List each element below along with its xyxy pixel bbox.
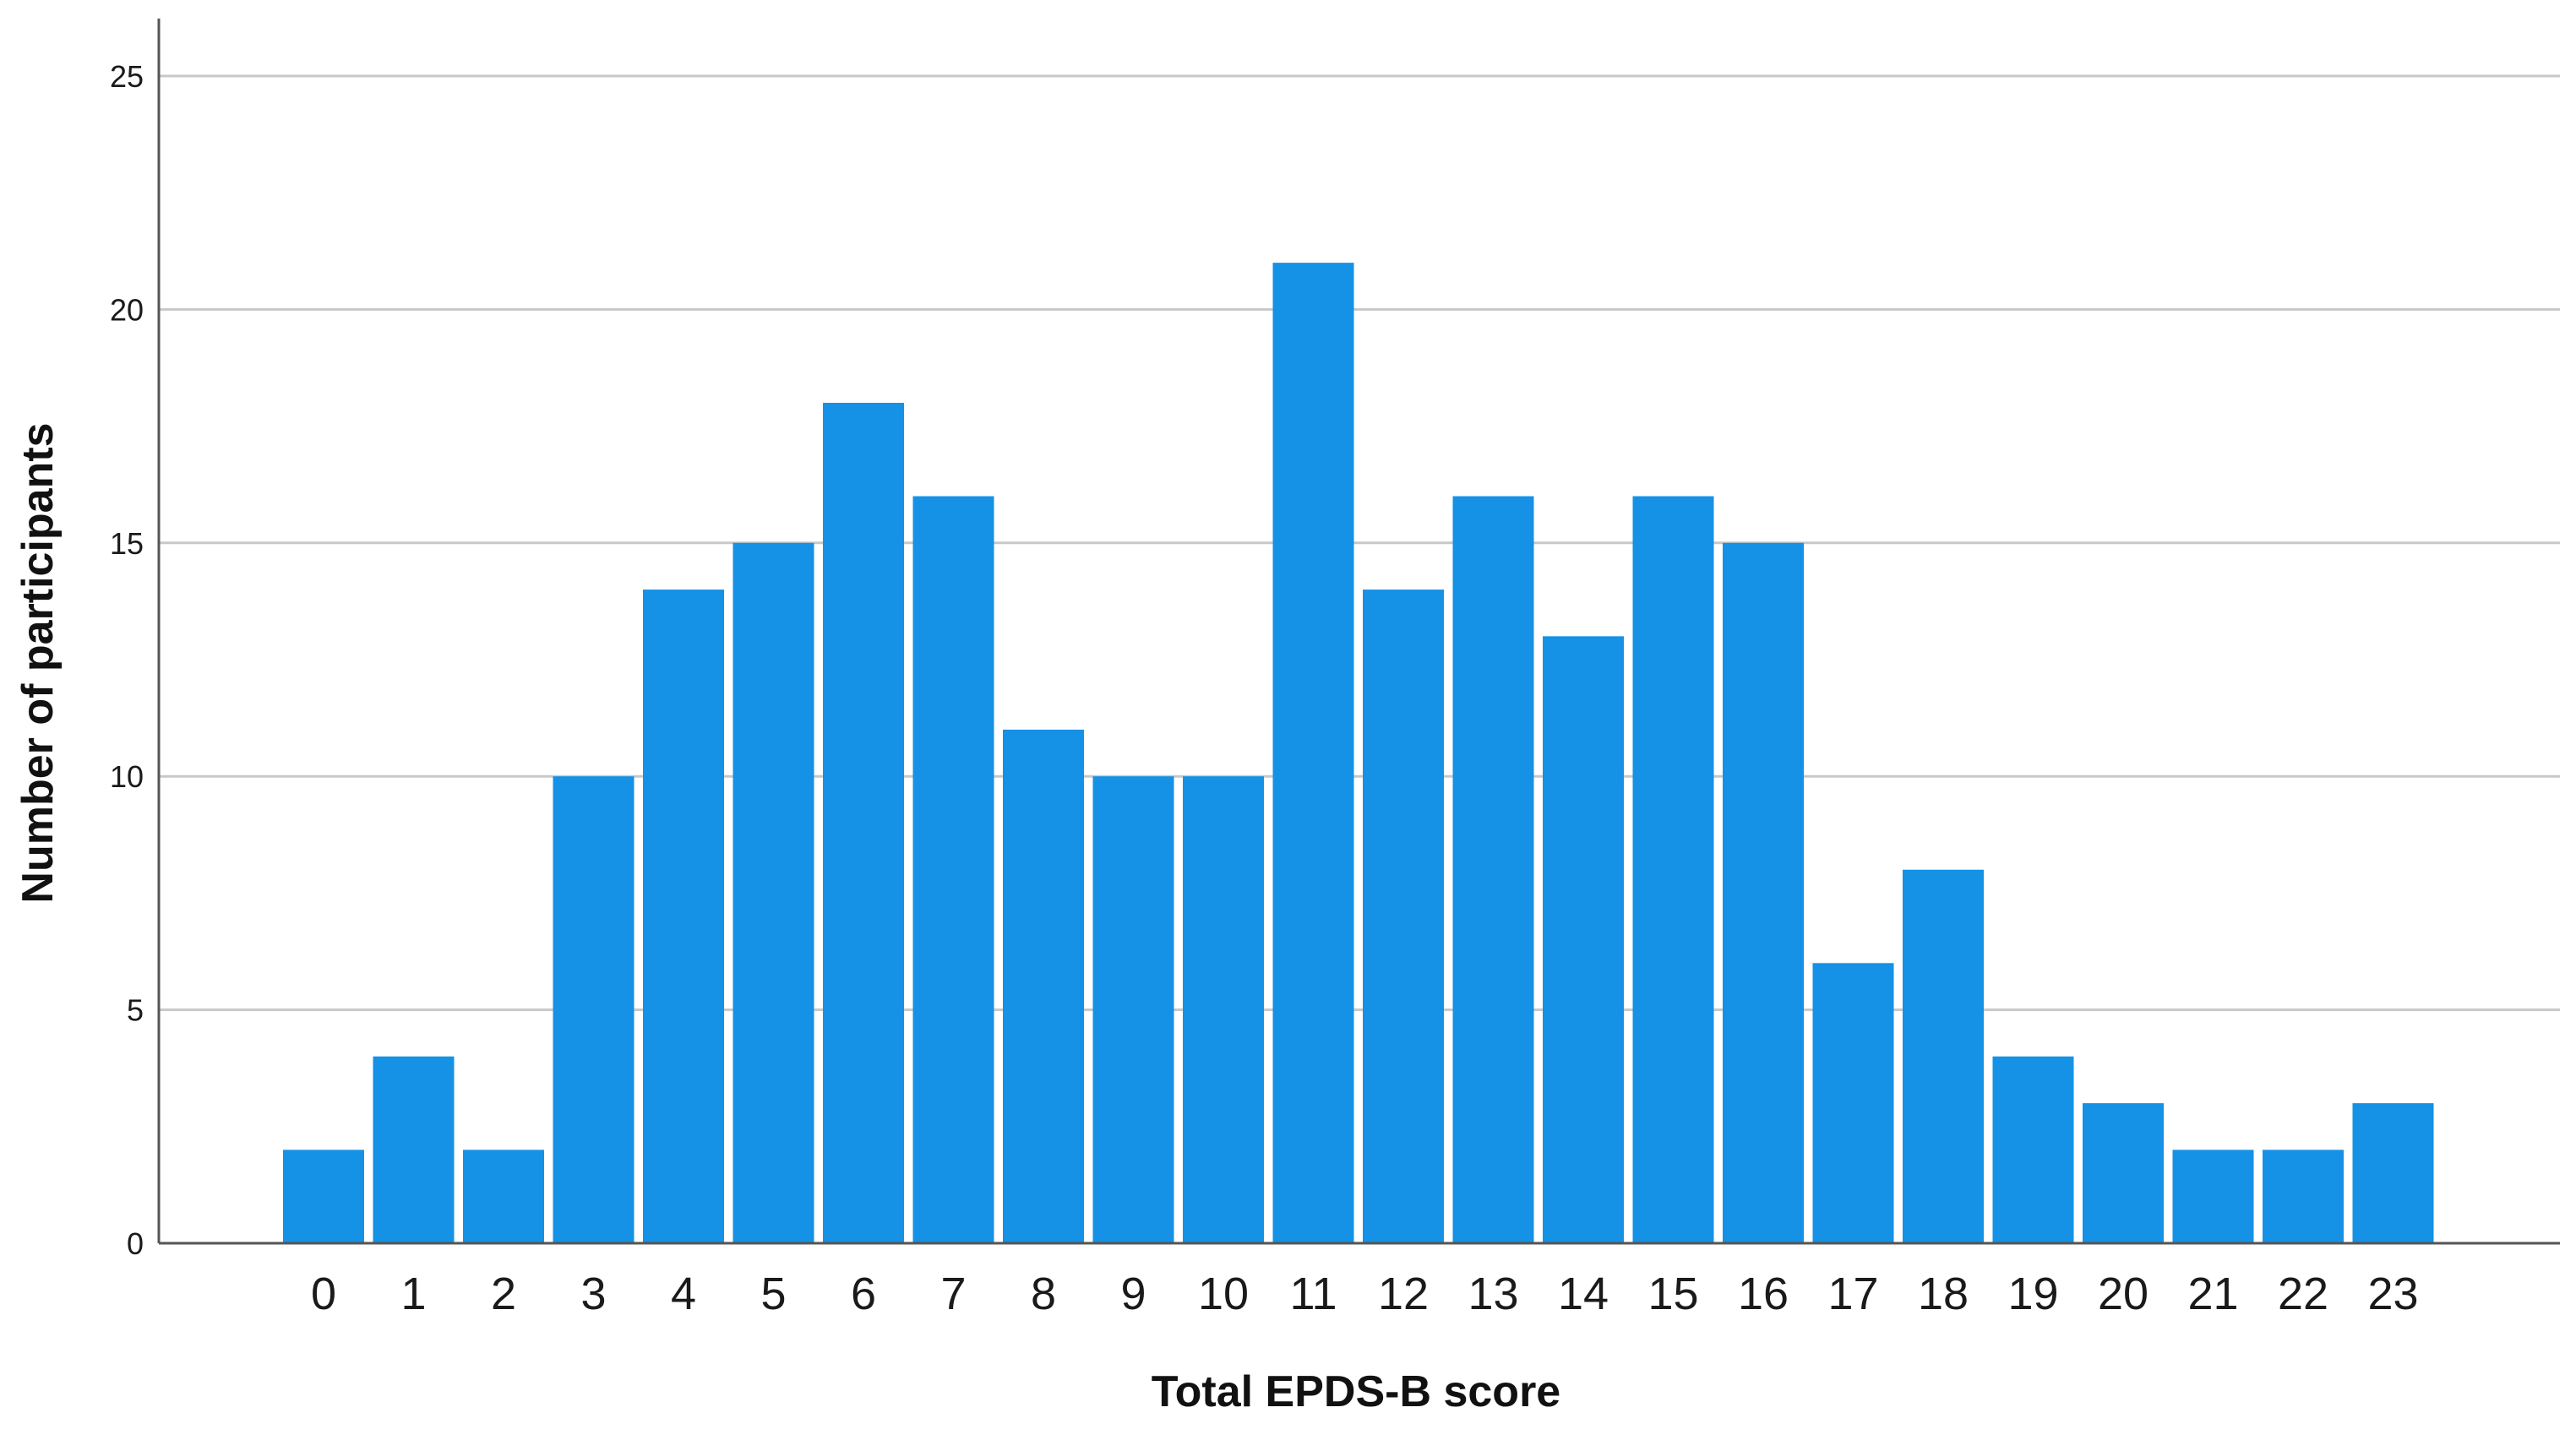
x-tick-label: 12 bbox=[1378, 1269, 1429, 1319]
y-tick-label: 10 bbox=[110, 759, 144, 794]
bar-score-15 bbox=[1632, 496, 1714, 1243]
bar-score-20 bbox=[2083, 1103, 2164, 1243]
x-tick-label: 17 bbox=[1827, 1269, 1878, 1319]
y-axis-title: Number of participants bbox=[14, 422, 63, 903]
bar-score-14 bbox=[1543, 636, 1624, 1243]
x-tick-label: 7 bbox=[940, 1269, 966, 1319]
x-tick-label: 4 bbox=[671, 1269, 696, 1319]
x-tick-label: 15 bbox=[1647, 1269, 1698, 1319]
bar-score-0 bbox=[283, 1149, 364, 1243]
bars bbox=[283, 263, 2434, 1244]
bar-score-23 bbox=[2352, 1103, 2434, 1243]
axes bbox=[157, 19, 2560, 1245]
x-tick-label: 18 bbox=[1918, 1269, 1969, 1319]
x-tick-label: 3 bbox=[580, 1269, 606, 1319]
x-tick-label: 14 bbox=[1558, 1269, 1609, 1319]
bar-score-18 bbox=[1903, 869, 1984, 1243]
x-tick-label: 9 bbox=[1120, 1269, 1146, 1319]
y-tick-labels: 0 5 10 15 20 25 bbox=[110, 59, 144, 1261]
bar-score-1 bbox=[373, 1056, 455, 1243]
gridlines bbox=[159, 74, 2560, 1012]
bar-score-8 bbox=[1003, 729, 1084, 1243]
bar-score-12 bbox=[1363, 590, 1444, 1243]
y-tick-label: 25 bbox=[110, 59, 144, 94]
bar-score-19 bbox=[1992, 1056, 2074, 1243]
bar-score-6 bbox=[823, 402, 904, 1244]
bar-score-3 bbox=[553, 776, 634, 1243]
bar-score-16 bbox=[1723, 542, 1804, 1243]
bar-score-22 bbox=[2263, 1149, 2344, 1243]
x-tick-label: 21 bbox=[2187, 1269, 2238, 1319]
x-tick-label: 5 bbox=[760, 1269, 786, 1319]
bar-score-5 bbox=[732, 542, 814, 1243]
x-tick-label: 20 bbox=[2098, 1269, 2148, 1319]
x-tick-label: 2 bbox=[491, 1269, 516, 1319]
x-axis-title: Total EPDS-B score bbox=[1152, 1367, 1560, 1416]
bar-score-10 bbox=[1183, 776, 1264, 1243]
y-tick-label: 15 bbox=[110, 526, 144, 561]
bar-score-21 bbox=[2172, 1149, 2254, 1243]
bar-score-7 bbox=[912, 496, 994, 1243]
y-tick-label: 5 bbox=[127, 993, 144, 1028]
bar-score-11 bbox=[1272, 263, 1354, 1243]
x-tick-labels: 0 1 2 3 4 5 6 7 8 9 10 11 12 13 14 15 16 17 18 19 20 21 22 23 bbox=[311, 1269, 2419, 1319]
x-tick-label: 6 bbox=[851, 1269, 876, 1319]
x-tick-label: 0 bbox=[311, 1269, 336, 1319]
x-tick-label: 1 bbox=[400, 1269, 426, 1319]
y-tick-label: 0 bbox=[127, 1226, 144, 1261]
bar-score-13 bbox=[1452, 496, 1534, 1243]
y-tick-label: 20 bbox=[110, 292, 144, 327]
bar-score-4 bbox=[643, 590, 724, 1243]
x-tick-label: 16 bbox=[1738, 1269, 1789, 1319]
bar-score-17 bbox=[1812, 963, 1894, 1243]
x-tick-label: 13 bbox=[1468, 1269, 1518, 1319]
x-tick-label: 19 bbox=[2007, 1269, 2058, 1319]
bar-score-9 bbox=[1092, 776, 1174, 1243]
x-tick-label: 8 bbox=[1031, 1269, 1056, 1319]
x-tick-label: 23 bbox=[2367, 1269, 2418, 1319]
x-tick-label: 22 bbox=[2278, 1269, 2328, 1319]
x-tick-label: 10 bbox=[1198, 1269, 1249, 1319]
x-tick-label: 11 bbox=[1289, 1269, 1337, 1319]
bar-score-2 bbox=[463, 1149, 544, 1243]
